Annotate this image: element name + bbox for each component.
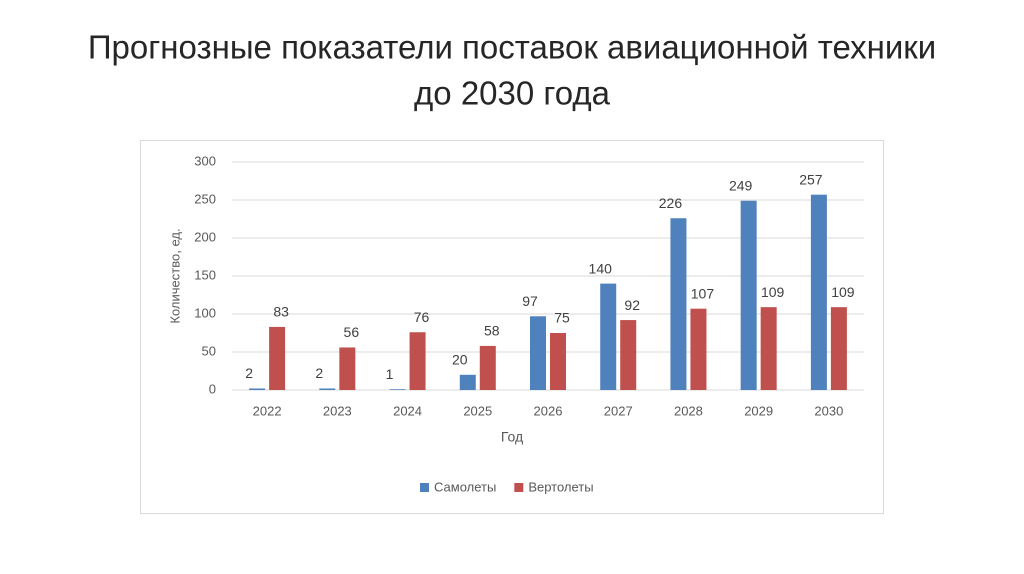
data-label: 76 <box>414 309 430 325</box>
legend-swatch <box>514 483 524 492</box>
y-tick-label: 50 <box>202 343 216 358</box>
data-label: 56 <box>344 324 360 340</box>
bar <box>479 345 496 390</box>
x-tick-label: 2024 <box>393 403 422 418</box>
data-label: 1 <box>386 366 394 382</box>
bar <box>389 389 406 390</box>
chart-frame <box>140 140 884 514</box>
x-tick-label: 2030 <box>814 403 843 418</box>
y-axis-label: Количество, ед. <box>167 228 182 323</box>
bar <box>810 194 827 390</box>
x-tick-label: 2029 <box>744 403 773 418</box>
bar <box>690 308 707 390</box>
bar <box>830 307 847 390</box>
bar <box>339 347 356 390</box>
x-tick-label: 2025 <box>463 403 492 418</box>
data-label: 109 <box>761 284 785 300</box>
chart-title: Прогнозные показатели поставок авиационн… <box>88 29 936 66</box>
legend-swatch <box>420 483 429 492</box>
data-label: 249 <box>729 177 753 193</box>
y-tick-label: 250 <box>194 191 216 206</box>
bar <box>269 326 286 390</box>
data-label: 97 <box>522 293 538 309</box>
y-tick-label: 100 <box>194 305 216 320</box>
bar <box>530 316 546 390</box>
x-tick-label: 2022 <box>253 403 282 418</box>
x-tick-label: 2026 <box>534 403 563 418</box>
bar <box>600 283 617 390</box>
data-label: 257 <box>799 171 823 187</box>
data-label: 226 <box>659 195 683 211</box>
data-label: 58 <box>484 323 500 339</box>
data-label: 2 <box>315 365 323 381</box>
bar <box>319 388 336 390</box>
legend-label: Самолеты <box>434 479 496 494</box>
data-label: 83 <box>273 304 289 320</box>
data-label: 140 <box>589 260 613 276</box>
y-tick-label: 300 <box>194 153 216 168</box>
bar <box>249 388 266 390</box>
bar <box>740 200 757 390</box>
x-tick-label: 2023 <box>323 403 352 418</box>
bar <box>459 374 476 390</box>
x-axis-label: Год <box>501 429 523 445</box>
bar <box>620 320 637 390</box>
y-tick-label: 200 <box>194 229 216 244</box>
x-tick-label: 2027 <box>604 403 633 418</box>
data-label: 109 <box>831 284 855 300</box>
data-label: 20 <box>452 352 468 368</box>
legend-label: Вертолеты <box>528 479 593 494</box>
bar <box>550 333 566 390</box>
bar <box>670 218 687 390</box>
y-tick-label: 150 <box>194 267 216 282</box>
chart-title: до 2030 года <box>414 75 611 112</box>
data-label: 2 <box>245 365 253 381</box>
y-tick-label: 0 <box>209 381 216 396</box>
data-label: 75 <box>554 310 570 326</box>
bar <box>409 332 426 390</box>
data-label: 92 <box>624 297 640 313</box>
data-label: 107 <box>691 285 715 301</box>
x-tick-label: 2028 <box>674 403 703 418</box>
bar <box>760 307 777 390</box>
